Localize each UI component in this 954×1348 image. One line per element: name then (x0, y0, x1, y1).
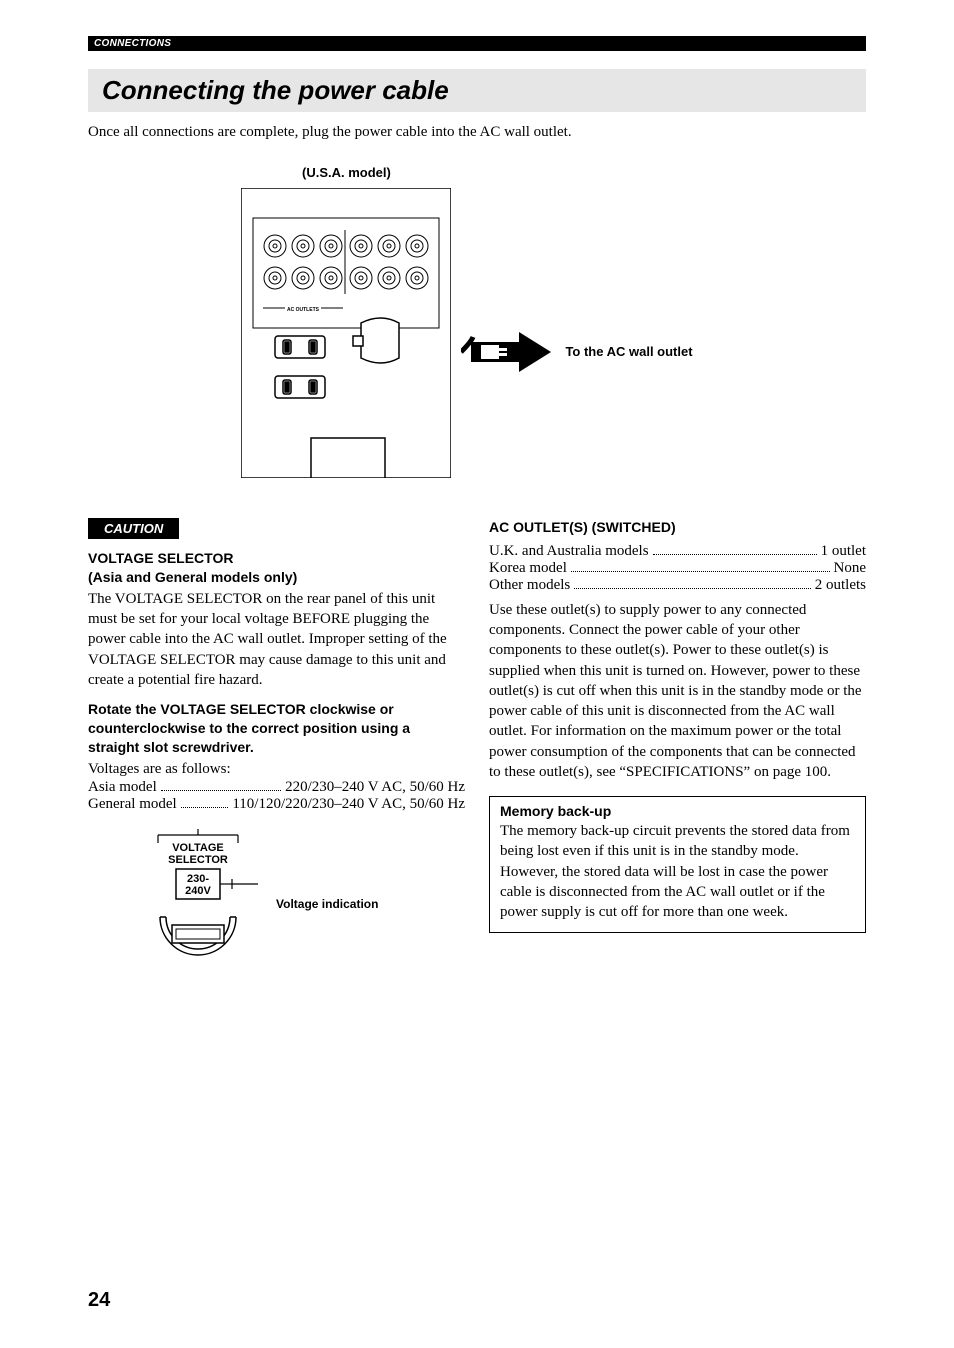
caution-badge: CAUTION (88, 518, 179, 539)
voltage-selector-line1: VOLTAGE SELECTOR (88, 549, 465, 568)
arrow-icon (461, 327, 551, 377)
section-title: Connecting the power cable (88, 69, 866, 112)
power-cable-figure: (U.S.A. model) (88, 165, 866, 478)
voltage-selector-body: The VOLTAGE SELECTOR on the rear panel o… (88, 589, 465, 690)
breadcrumb-text: CONNECTIONS (94, 38, 171, 49)
ac-outlets-heading: AC OUTLET(S) (SWITCHED) (489, 518, 866, 537)
right-column: AC OUTLET(S) (SWITCHED) U.K. and Austral… (489, 518, 866, 979)
left-column: CAUTION VOLTAGE SELECTOR (Asia and Gener… (88, 518, 465, 979)
voltage-selector-line2: (Asia and General models only) (88, 568, 465, 587)
dot-leader (653, 554, 817, 555)
general-value: 110/120/220/230–240 V AC, 50/60 Hz (232, 796, 465, 813)
dot-leader (574, 588, 811, 589)
memory-backup-title: Memory back-up (500, 803, 855, 819)
ac-row-value: None (834, 560, 867, 577)
arrow-text: To the AC wall outlet (565, 344, 692, 359)
ac-row-label: Korea model (489, 560, 567, 577)
general-model-row: General model 110/120/220/230–240 V AC, … (88, 796, 465, 813)
model-label: (U.S.A. model) (302, 165, 391, 180)
intro-paragraph: Once all connections are complete, plug … (88, 124, 866, 141)
dot-leader (161, 790, 281, 791)
ac-row-korea: Korea model None (489, 560, 866, 577)
ac-row-label: Other models (489, 577, 570, 594)
voltage-selector-heading: VOLTAGE SELECTOR (Asia and General model… (88, 549, 465, 587)
ac-row-other: Other models 2 outlets (489, 577, 866, 594)
svg-text:240V: 240V (185, 885, 211, 897)
svg-text:230-: 230- (187, 873, 209, 885)
two-column-area: CAUTION VOLTAGE SELECTOR (Asia and Gener… (88, 518, 866, 979)
general-label: General model (88, 796, 177, 813)
dot-leader (571, 571, 830, 572)
memory-backup-box: Memory back-up The memory back-up circui… (489, 796, 866, 933)
voltage-selector-diagram: 230- 240V VOLTAGE SELECTOR (138, 829, 258, 979)
svg-text:SELECTOR: SELECTOR (168, 854, 228, 866)
memory-backup-body: The memory back-up circuit prevents the … (500, 821, 855, 922)
connections-header: CONNECTIONS (88, 36, 866, 51)
ac-outlets-body: Use these outlet(s) to supply power to a… (489, 600, 866, 782)
voltage-selector-figure: 230- 240V VOLTAGE SELECTOR Voltage indic… (138, 829, 465, 979)
ac-row-value: 2 outlets (815, 577, 866, 594)
asia-value: 220/230–240 V AC, 50/60 Hz (285, 779, 465, 796)
arrow-annotation: To the AC wall outlet (461, 327, 692, 377)
page-number: 24 (88, 1289, 110, 1312)
asia-model-row: Asia model 220/230–240 V AC, 50/60 Hz (88, 779, 465, 796)
ac-row-value: 1 outlet (821, 543, 866, 560)
voltage-indication-label: Voltage indication (276, 897, 378, 911)
svg-text:VOLTAGE: VOLTAGE (172, 842, 224, 854)
device-diagram: AC OUTLETS (241, 188, 451, 478)
ac-row-label: U.K. and Australia models (489, 543, 649, 560)
device-figure-column: (U.S.A. model) (241, 165, 451, 478)
rotate-instruction: Rotate the VOLTAGE SELECTOR clockwise or… (88, 700, 465, 757)
voltages-intro: Voltages are as follows: (88, 759, 465, 779)
asia-label: Asia model (88, 779, 157, 796)
dot-leader (181, 807, 229, 808)
ac-outlets-label: AC OUTLETS (287, 307, 320, 313)
ac-row-uk: U.K. and Australia models 1 outlet (489, 543, 866, 560)
section-title-text: Connecting the power cable (102, 75, 449, 105)
